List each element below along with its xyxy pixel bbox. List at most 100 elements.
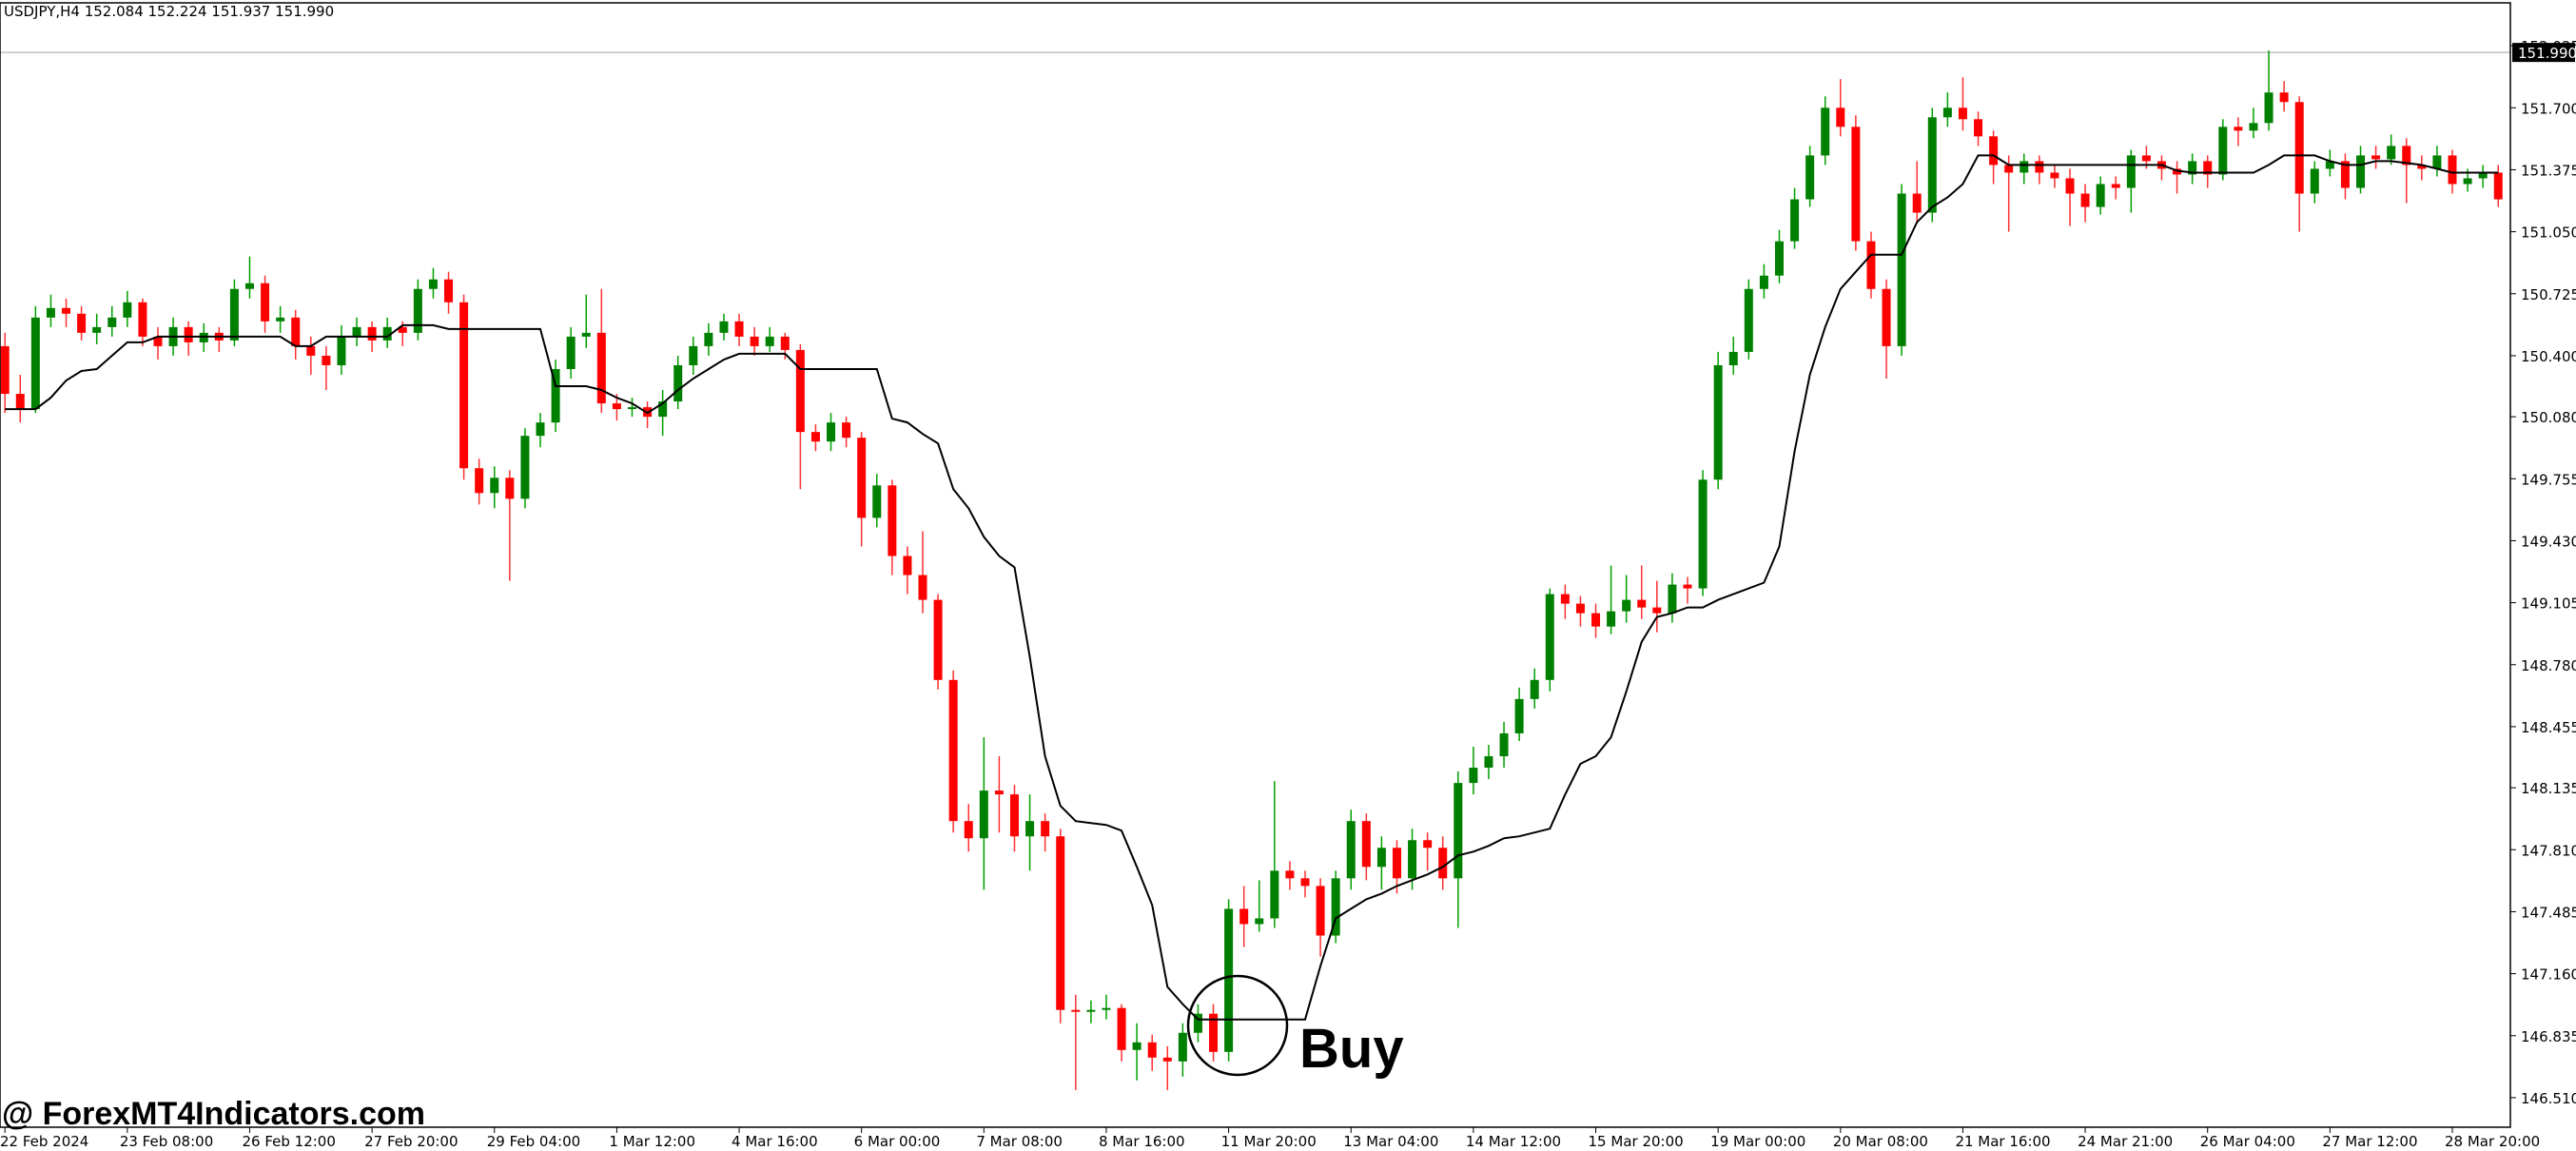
candle-body [92, 326, 102, 333]
candle-body [1821, 107, 1830, 156]
y-tick-label: 151.050 [2521, 224, 2576, 242]
candle-body [2234, 127, 2243, 131]
candle-body [2096, 184, 2105, 207]
candle-body [1484, 756, 1493, 769]
candle-body [30, 317, 40, 410]
candle-body [184, 326, 193, 342]
candle-body [581, 332, 591, 337]
candle-body [1882, 288, 1891, 346]
candle-body [1469, 768, 1478, 784]
candle-body [1989, 136, 1999, 166]
candle-body [1346, 821, 1356, 879]
candle-body [1668, 584, 1677, 614]
y-tick-label: 149.105 [2521, 595, 2576, 613]
candle-body [62, 307, 71, 314]
candle-body [1499, 732, 1509, 757]
x-tick-label: 21 Mar 16:00 [1955, 1133, 2050, 1150]
x-tick-label: 4 Mar 16:00 [732, 1133, 818, 1150]
candle-body [1713, 364, 1723, 480]
candle-body [2004, 165, 2014, 173]
candle-body [1270, 870, 1279, 919]
candle-body [2478, 172, 2488, 179]
candle-body [719, 321, 729, 333]
candle-body [2279, 92, 2289, 103]
candle-body [734, 321, 744, 337]
x-tick-label: 22 Feb 2024 [0, 1133, 88, 1150]
candle-body [842, 422, 851, 439]
candle-body [827, 422, 836, 442]
candle-body [1408, 840, 1417, 879]
candle-body [444, 279, 454, 302]
y-tick-label: 148.135 [2521, 780, 2576, 797]
candle-body [2493, 172, 2503, 200]
x-tick-label: 27 Mar 12:00 [2322, 1133, 2417, 1150]
candle-body [2402, 146, 2411, 166]
y-tick-label: 150.400 [2521, 348, 2576, 365]
candle-body [566, 336, 576, 369]
candle-body [903, 556, 912, 576]
candle-body [1622, 599, 1631, 612]
candle-body [2203, 161, 2213, 175]
x-tick-label: 24 Mar 21:00 [2078, 1133, 2173, 1150]
candle-body [398, 326, 407, 333]
x-tick-label: 23 Feb 08:00 [120, 1133, 213, 1150]
candle-body [46, 307, 55, 318]
candle-body [107, 317, 117, 327]
indicator-line [5, 154, 2499, 1021]
candle-body [1530, 679, 1539, 699]
candle-body [689, 345, 698, 365]
last-price-label: 151.990 [2518, 45, 2576, 62]
x-tick-label: 8 Mar 16:00 [1099, 1133, 1185, 1150]
candle-body [337, 336, 346, 365]
candle-body [979, 790, 988, 839]
x-tick-label: 19 Mar 00:00 [1710, 1133, 1805, 1150]
candle-body [1423, 840, 1433, 849]
candle-body [1071, 1009, 1081, 1012]
candle-body [2448, 155, 2457, 185]
candle-body [536, 422, 545, 437]
candle-body [1942, 107, 1952, 118]
candle-body [138, 302, 147, 337]
candle-body [2371, 155, 2381, 160]
candle-body [77, 313, 87, 333]
candle-body [1102, 1007, 1111, 1010]
candle-body [2463, 178, 2472, 185]
candle-body [2065, 178, 2075, 194]
candle-body [1805, 155, 1815, 200]
candle-body [2325, 161, 2334, 169]
candle-body [1774, 241, 1784, 276]
candle-body [1255, 918, 1264, 925]
candle-body [1744, 288, 1753, 352]
candle-body [1790, 199, 1800, 242]
candle-body [1607, 611, 1616, 627]
candle-body [505, 478, 515, 499]
y-tick-label: 147.810 [2521, 842, 2576, 859]
candle-body [673, 364, 683, 402]
candle-body [1392, 848, 1401, 879]
y-tick-label: 146.510 [2521, 1090, 2576, 1107]
candle-body [2173, 168, 2182, 175]
candle-body [2387, 146, 2396, 160]
y-tick-label: 151.700 [2521, 100, 2576, 117]
candle-body [2050, 172, 2059, 179]
candle-body [1591, 613, 1601, 627]
y-tick-label: 150.725 [2521, 286, 2576, 303]
y-tick-label: 149.430 [2521, 533, 2576, 550]
candle-body [1285, 870, 1295, 879]
candle-body [795, 349, 805, 433]
candle-body [352, 326, 361, 337]
candle-body [291, 317, 301, 346]
candle-body [1331, 878, 1340, 936]
candle-body [2264, 92, 2274, 124]
candle-body [2218, 127, 2228, 175]
candle-body [229, 288, 239, 341]
candle-body [1178, 1032, 1187, 1062]
candle-body [520, 436, 530, 499]
candle-body [1514, 698, 1524, 733]
candle-body [948, 679, 958, 822]
candle-body [765, 336, 774, 346]
x-tick-label: 26 Mar 04:00 [2200, 1133, 2295, 1150]
x-tick-label: 7 Mar 08:00 [976, 1133, 1063, 1150]
candle-body [612, 403, 621, 410]
